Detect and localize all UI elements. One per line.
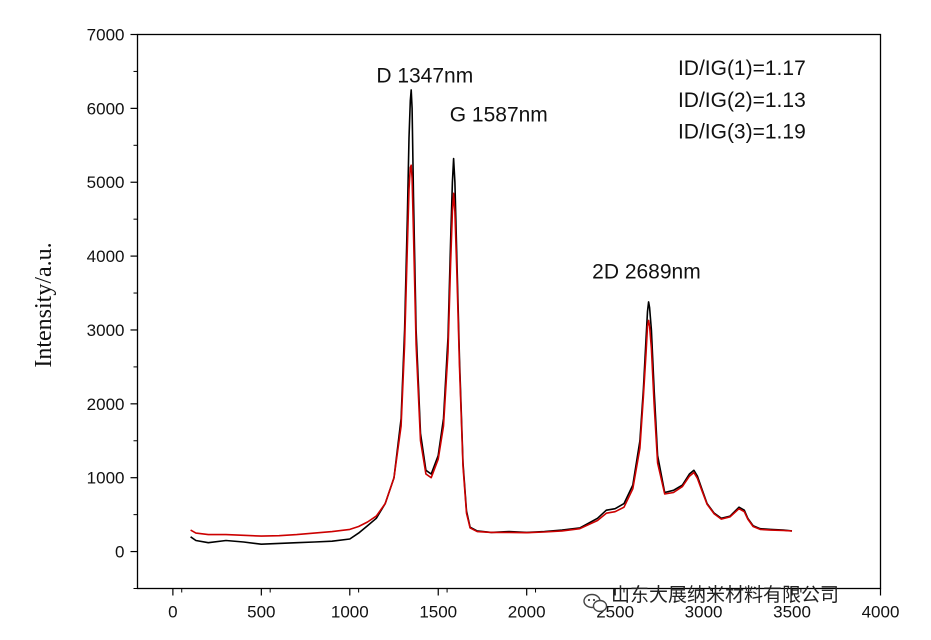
annotation-1: D 1347nm — [376, 65, 473, 88]
x-tick-label: 3500 — [773, 603, 811, 622]
annotation-2: G 1587nm — [450, 104, 548, 127]
annotation-layer: D 1347nm G 1587nm 2D 2689nm ID/IG(1)=1.17 ID… — [376, 57, 805, 283]
y-tick-label: 5000 — [87, 173, 125, 192]
y-tick-label: 0 — [115, 543, 124, 562]
y-tick-label: 4000 — [87, 247, 125, 266]
annotation-5: ID/IG(2)=1.13 — [678, 89, 806, 112]
x-tick-label: 0 — [168, 603, 177, 622]
x-tick-label: 1000 — [331, 603, 369, 622]
annotation-3: 2D 2689nm — [592, 260, 701, 283]
y-tick-label: 3000 — [87, 321, 125, 340]
y-axis-label: Intensity/a.u. — [31, 242, 57, 367]
wechat-icon — [583, 593, 608, 613]
x-tick-label: 4000 — [862, 603, 900, 622]
series-line-2 — [190, 164, 793, 537]
y-tick-label: 1000 — [87, 469, 125, 488]
axis-layer: 0 500 1000 1500 2000 2500 3000 3500 400001000200… — [87, 26, 900, 622]
annotation-6: ID/IG(3)=1.19 — [678, 121, 806, 144]
y-tick-label: 2000 — [87, 395, 125, 414]
watermark: 山东大展纳米材料有限公司 — [583, 584, 839, 613]
series-line-1 — [190, 89, 793, 546]
y-tick-label: 7000 — [87, 26, 125, 45]
x-tick-label: 500 — [247, 603, 275, 622]
watermark-text: 山东大展纳米材料有限公司 — [611, 584, 839, 606]
x-tick-label: 1500 — [419, 603, 457, 622]
x-tick-label: 2000 — [508, 603, 546, 622]
annotation-4: ID/IG(1)=1.17 — [678, 57, 806, 80]
plot-frame — [136, 33, 882, 590]
series-layer — [190, 89, 793, 546]
y-tick-label: 6000 — [87, 99, 125, 118]
x-tick-label: 3000 — [685, 603, 723, 622]
